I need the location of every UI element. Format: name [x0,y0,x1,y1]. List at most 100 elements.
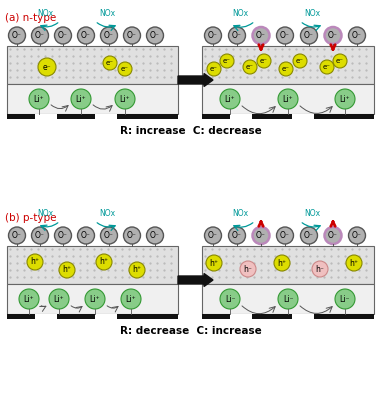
Text: Li⁺: Li⁺ [283,94,293,104]
Circle shape [278,289,298,309]
FancyArrow shape [178,274,213,286]
Bar [202,46,374,84]
Circle shape [274,255,290,271]
Text: O⁻: O⁻ [150,231,160,240]
Text: e⁻: e⁻ [323,64,331,70]
Circle shape [123,227,141,244]
Text: Li⁻: Li⁻ [283,294,293,304]
Text: h⁻: h⁻ [244,264,253,274]
Circle shape [204,27,222,44]
Text: O⁻: O⁻ [352,231,362,240]
Circle shape [348,227,366,244]
Circle shape [333,54,347,68]
Circle shape [118,62,132,76]
Text: O⁻: O⁻ [127,231,137,240]
Circle shape [204,227,222,244]
FancyArrow shape [178,74,213,86]
Text: Li⁺: Li⁺ [90,294,100,304]
Text: O⁻: O⁻ [304,231,314,240]
Text: O⁻: O⁻ [328,31,338,40]
Circle shape [257,54,271,68]
Circle shape [31,27,49,44]
Bar [202,84,374,114]
Text: Li⁺: Li⁺ [126,294,136,304]
Circle shape [71,89,91,109]
Text: O⁻: O⁻ [304,31,314,40]
Text: Li⁺: Li⁺ [54,294,64,304]
Text: h⁺: h⁺ [99,258,108,266]
Circle shape [220,289,240,309]
Circle shape [100,227,118,244]
Text: O⁻: O⁻ [104,31,114,40]
Circle shape [320,60,334,74]
Circle shape [27,254,43,270]
Circle shape [8,27,26,44]
Circle shape [335,89,355,109]
Bar [7,284,178,314]
Circle shape [253,27,269,44]
Circle shape [346,255,362,271]
Text: NOx: NOx [37,208,53,218]
Text: e⁻: e⁻ [121,66,129,72]
Text: h⁺: h⁺ [31,258,39,266]
Text: e⁻: e⁻ [336,58,344,64]
Text: O⁻: O⁻ [81,231,91,240]
Text: (b) p-type: (b) p-type [5,213,57,223]
Text: O⁻: O⁻ [328,231,338,240]
Circle shape [348,27,366,44]
Circle shape [85,289,105,309]
Circle shape [19,289,39,309]
Bar [202,114,374,119]
Text: e⁻: e⁻ [282,66,290,72]
Text: O⁻: O⁻ [58,231,68,240]
Circle shape [123,27,141,44]
Circle shape [207,62,221,76]
Text: e⁻: e⁻ [296,58,304,64]
Circle shape [279,62,293,76]
Text: NOx: NOx [99,8,115,18]
Bar [202,314,374,319]
Circle shape [253,227,269,244]
Text: O⁻: O⁻ [150,31,160,40]
Circle shape [49,289,69,309]
Circle shape [220,54,234,68]
Text: O⁻: O⁻ [256,31,266,40]
Circle shape [55,27,71,44]
Text: Li⁺: Li⁺ [24,294,34,304]
Text: O⁻: O⁻ [232,231,242,240]
Bar [95,314,117,319]
Bar [230,314,252,319]
Text: (a) n-type: (a) n-type [5,13,56,23]
Text: Li⁻: Li⁻ [225,294,235,304]
Circle shape [29,89,49,109]
Circle shape [324,27,342,44]
Circle shape [278,89,298,109]
Bar [7,246,178,284]
Text: O⁻: O⁻ [280,31,290,40]
Text: e⁻: e⁻ [223,58,231,64]
Circle shape [312,261,328,277]
Bar [7,84,178,114]
Bar [202,246,374,284]
Text: Li⁺: Li⁺ [120,94,130,104]
Text: O⁻: O⁻ [208,31,218,40]
Text: h⁺: h⁺ [209,258,219,268]
Circle shape [335,289,355,309]
Circle shape [121,289,141,309]
Circle shape [228,227,246,244]
Text: O⁻: O⁻ [104,231,114,240]
Bar [292,314,314,319]
Text: O⁻: O⁻ [35,31,45,40]
Circle shape [100,27,118,44]
Circle shape [277,227,293,244]
Text: e⁻: e⁻ [260,58,268,64]
Text: O⁻: O⁻ [208,231,218,240]
Circle shape [147,227,163,244]
Circle shape [206,255,222,271]
Circle shape [96,254,112,270]
Text: h⁺: h⁺ [133,266,141,274]
Circle shape [324,227,342,244]
Circle shape [301,227,317,244]
Text: Li⁺: Li⁺ [76,94,86,104]
Circle shape [301,27,317,44]
